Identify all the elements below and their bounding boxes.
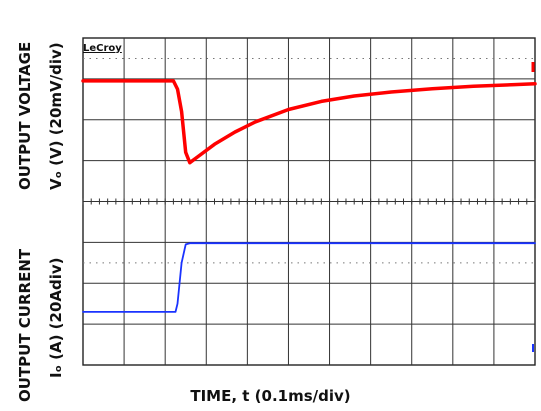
current-axis-label-2: Iₒ (A) (20Adiv)	[47, 257, 65, 378]
x-axis-label: TIME, t (0.1ms/div)	[190, 387, 351, 405]
voltage-trace	[81, 79, 537, 165]
current-axis-label-1: OUTPUT CURRENT	[16, 248, 34, 402]
current-trace	[82, 242, 536, 313]
voltage-axis-label-2: Vₒ (V) (20mV/div)	[47, 42, 65, 190]
lecroy-logo: LeCroy	[83, 43, 122, 54]
grid	[82, 37, 536, 366]
traces	[81, 62, 537, 352]
voltage-axis-label-1: OUTPUT VOLTAGE	[16, 41, 34, 190]
